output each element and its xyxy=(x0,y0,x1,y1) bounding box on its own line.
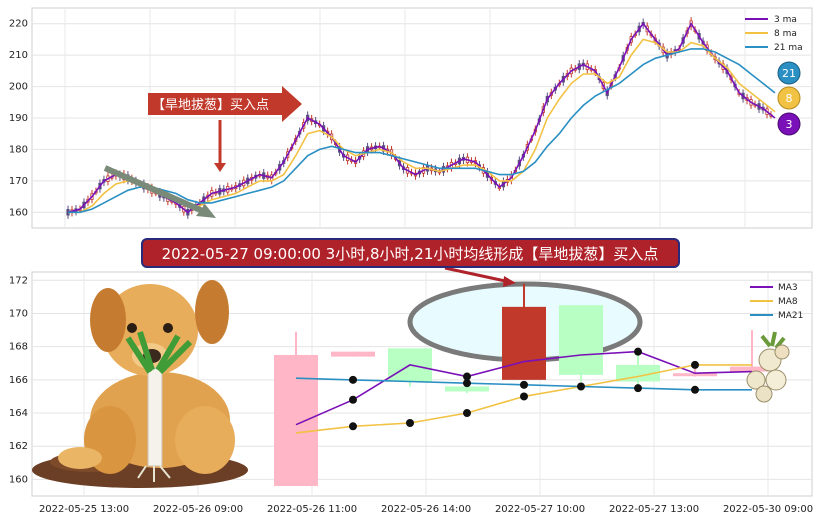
bottom-x-tick-labels: 2022-05-25 13:00 2022-05-26 09:00 2022-05-… xyxy=(39,504,813,515)
bottom-candle-body xyxy=(616,364,660,382)
top-y-tick-label: 180 xyxy=(9,144,28,155)
bottom-y-tick-labels: 160 162 164 166 168 170 172 xyxy=(9,275,28,485)
buy-point-pointer xyxy=(214,120,226,172)
bottom-marker-MA3 xyxy=(634,347,642,356)
bottom-y-tick-label: 172 xyxy=(9,275,28,286)
bottom-candle-body xyxy=(730,366,774,372)
top-y-tick-label: 210 xyxy=(9,50,28,61)
badge-8-label: 8 xyxy=(786,92,793,105)
bottom-candle-body xyxy=(445,386,489,392)
badge-3: 3 xyxy=(777,112,801,136)
top-price-panel: 160 170 180 190 200 210 220 【旱地拔葱】买入点 3 ma 8 m… xyxy=(9,7,813,229)
badge-21: 21 xyxy=(777,61,801,85)
bottom-x-tick-label: 2022-05-27 13:00 xyxy=(609,504,699,515)
bottom-x-tick-label: 2022-05-26 14:00 xyxy=(381,504,471,515)
bottom-candle-body xyxy=(331,351,375,357)
bottom-marker-MA21 xyxy=(691,385,699,394)
legend-21ma: 21 ma xyxy=(774,43,803,53)
legend-3ma: 3 ma xyxy=(774,15,797,25)
legend-8ma: 8 ma xyxy=(774,29,797,39)
legend-MA8: MA8 xyxy=(778,297,798,307)
badge-21-label: 21 xyxy=(782,67,796,80)
bottom-marker-MA21 xyxy=(349,375,357,384)
bottom-y-tick-label: 162 xyxy=(9,441,28,452)
top-line-3-ma xyxy=(67,22,776,214)
bottom-x-tick-label: 2022-05-25 13:00 xyxy=(39,504,129,515)
bottom-legend: MA3 MA8 MA21 xyxy=(750,283,803,321)
signal-banner-text: 2022-05-27 09:00:00 3小时,8小时,21小时均线形成【旱地拔… xyxy=(162,245,659,263)
buy-point-arrow: 【旱地拔葱】买入点 xyxy=(148,86,302,122)
top-gridlines xyxy=(32,8,812,228)
buy-point-arrow-label: 【旱地拔葱】买入点 xyxy=(152,98,269,113)
top-y-tick-label: 220 xyxy=(9,19,28,30)
signal-banner: 2022-05-27 09:00:00 3小时,8小时,21小时均线形成【旱地拔… xyxy=(141,238,680,268)
bottom-candle-body xyxy=(502,306,546,380)
bottom-marker-MA8 xyxy=(349,422,357,431)
bottom-candle-body xyxy=(274,354,318,487)
badge-3-label: 3 xyxy=(786,118,793,131)
bottom-marker-MA21 xyxy=(634,384,642,393)
bottom-line-MA3 xyxy=(295,350,753,426)
bottom-x-tick-label: 2022-05-27 10:00 xyxy=(495,504,585,515)
top-legend: 3 ma 8 ma 21 ma xyxy=(745,15,803,53)
top-y-tick-label: 170 xyxy=(9,176,28,187)
bottom-y-tick-label: 164 xyxy=(9,408,28,419)
banner-pointer-arrow xyxy=(444,266,516,287)
bottom-marker-MA8 xyxy=(406,418,414,427)
bottom-candlesticks xyxy=(274,283,774,487)
bottom-marker-MA21 xyxy=(520,380,528,389)
legend-MA21: MA21 xyxy=(778,311,803,321)
bottom-y-tick-label: 160 xyxy=(9,474,28,485)
bottom-marker-MA8 xyxy=(463,409,471,418)
bottom-marker-MA8 xyxy=(691,360,699,369)
bottom-candle-body xyxy=(559,305,603,375)
bottom-marker-MA21 xyxy=(463,379,471,388)
top-y-tick-label: 200 xyxy=(9,82,28,93)
bottom-x-tick-label: 2022-05-26 11:00 xyxy=(267,504,357,515)
bottom-y-tick-label: 170 xyxy=(9,308,28,319)
top-y-tick-labels: 160 170 180 190 200 210 220 xyxy=(9,19,28,219)
bottom-x-tick-label: 2022-05-26 09:00 xyxy=(153,504,243,515)
top-line-21-ma xyxy=(68,48,776,214)
bottom-x-tick-label: 2022-05-30 09:00 xyxy=(723,504,813,515)
top-y-tick-label: 190 xyxy=(9,113,28,124)
bottom-crossing-markers xyxy=(349,347,699,431)
downtrend-arrow xyxy=(103,165,216,218)
bottom-y-tick-label: 166 xyxy=(9,375,28,386)
bottom-marker-MA3 xyxy=(349,395,357,404)
bottom-marker-MA3 xyxy=(463,372,471,381)
bottom-marker-MA21 xyxy=(577,382,585,391)
bottom-y-tick-label: 168 xyxy=(9,342,28,353)
legend-MA3: MA3 xyxy=(778,283,798,293)
bottom-candle-body xyxy=(673,373,717,377)
badge-8: 8 xyxy=(777,86,801,110)
bottom-marker-MA8 xyxy=(520,392,528,401)
top-y-tick-label: 160 xyxy=(9,207,28,218)
dog-pulling-scallion-illustration xyxy=(32,280,248,488)
garlic-bulbs-illustration xyxy=(746,331,790,403)
